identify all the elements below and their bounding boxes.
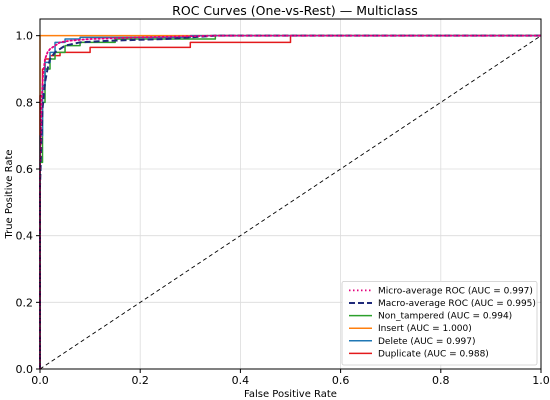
y-tick-label: 0.0 [16, 363, 34, 376]
x-axis-label: False Positive Rate [244, 389, 337, 400]
legend: Micro-average ROC (AUC = 0.997) Macro-ave… [341, 280, 538, 366]
chance-diagonal-line [39, 35, 542, 370]
legend-box [341, 280, 538, 366]
legend-entry: Macro-average ROC (AUC = 0.995) [378, 299, 536, 309]
ticks: 0.0 0.2 0.4 0.6 0.8 1.0 0.0 0.2 0.4 0.6 0.8 1.0 [16, 30, 550, 387]
x-tick-label: 0.6 [332, 374, 350, 387]
y-tick-label: 0.8 [16, 96, 34, 109]
plot-frame [39, 18, 542, 370]
y-tick-label: 0.6 [16, 163, 34, 176]
x-tick-label: 0.2 [131, 374, 149, 387]
series-line-macro-average [39, 34, 541, 369]
series-line-micro-average [39, 34, 542, 370]
legend-entry: Insert (AUC = 1.000) [378, 324, 472, 334]
chance-line-layer [39, 35, 542, 370]
legend-entry: Delete (AUC = 0.997) [378, 337, 476, 347]
x-tick-label: 0.4 [232, 374, 250, 387]
x-tick-label: 0.8 [432, 374, 450, 387]
legend-entry: Non_tampered (AUC = 0.994) [378, 312, 512, 322]
legend-entry: Micro-average ROC (AUC = 0.997) [378, 286, 533, 296]
x-tick-label: 1.0 [532, 374, 550, 387]
x-tick-label: 0.0 [31, 374, 49, 387]
y-tick-label: 0.4 [16, 230, 34, 243]
series-line-duplicate [39, 34, 541, 369]
y-tick-label: 0.2 [16, 296, 34, 309]
legend-entry: Duplicate (AUC = 0.988) [378, 349, 489, 359]
chart-title: ROC Curves (One-vs-Rest) — Multiclass [172, 3, 418, 18]
y-tick-label: 1.0 [16, 30, 34, 43]
y-axis-label: True Positive Rate [4, 149, 15, 239]
